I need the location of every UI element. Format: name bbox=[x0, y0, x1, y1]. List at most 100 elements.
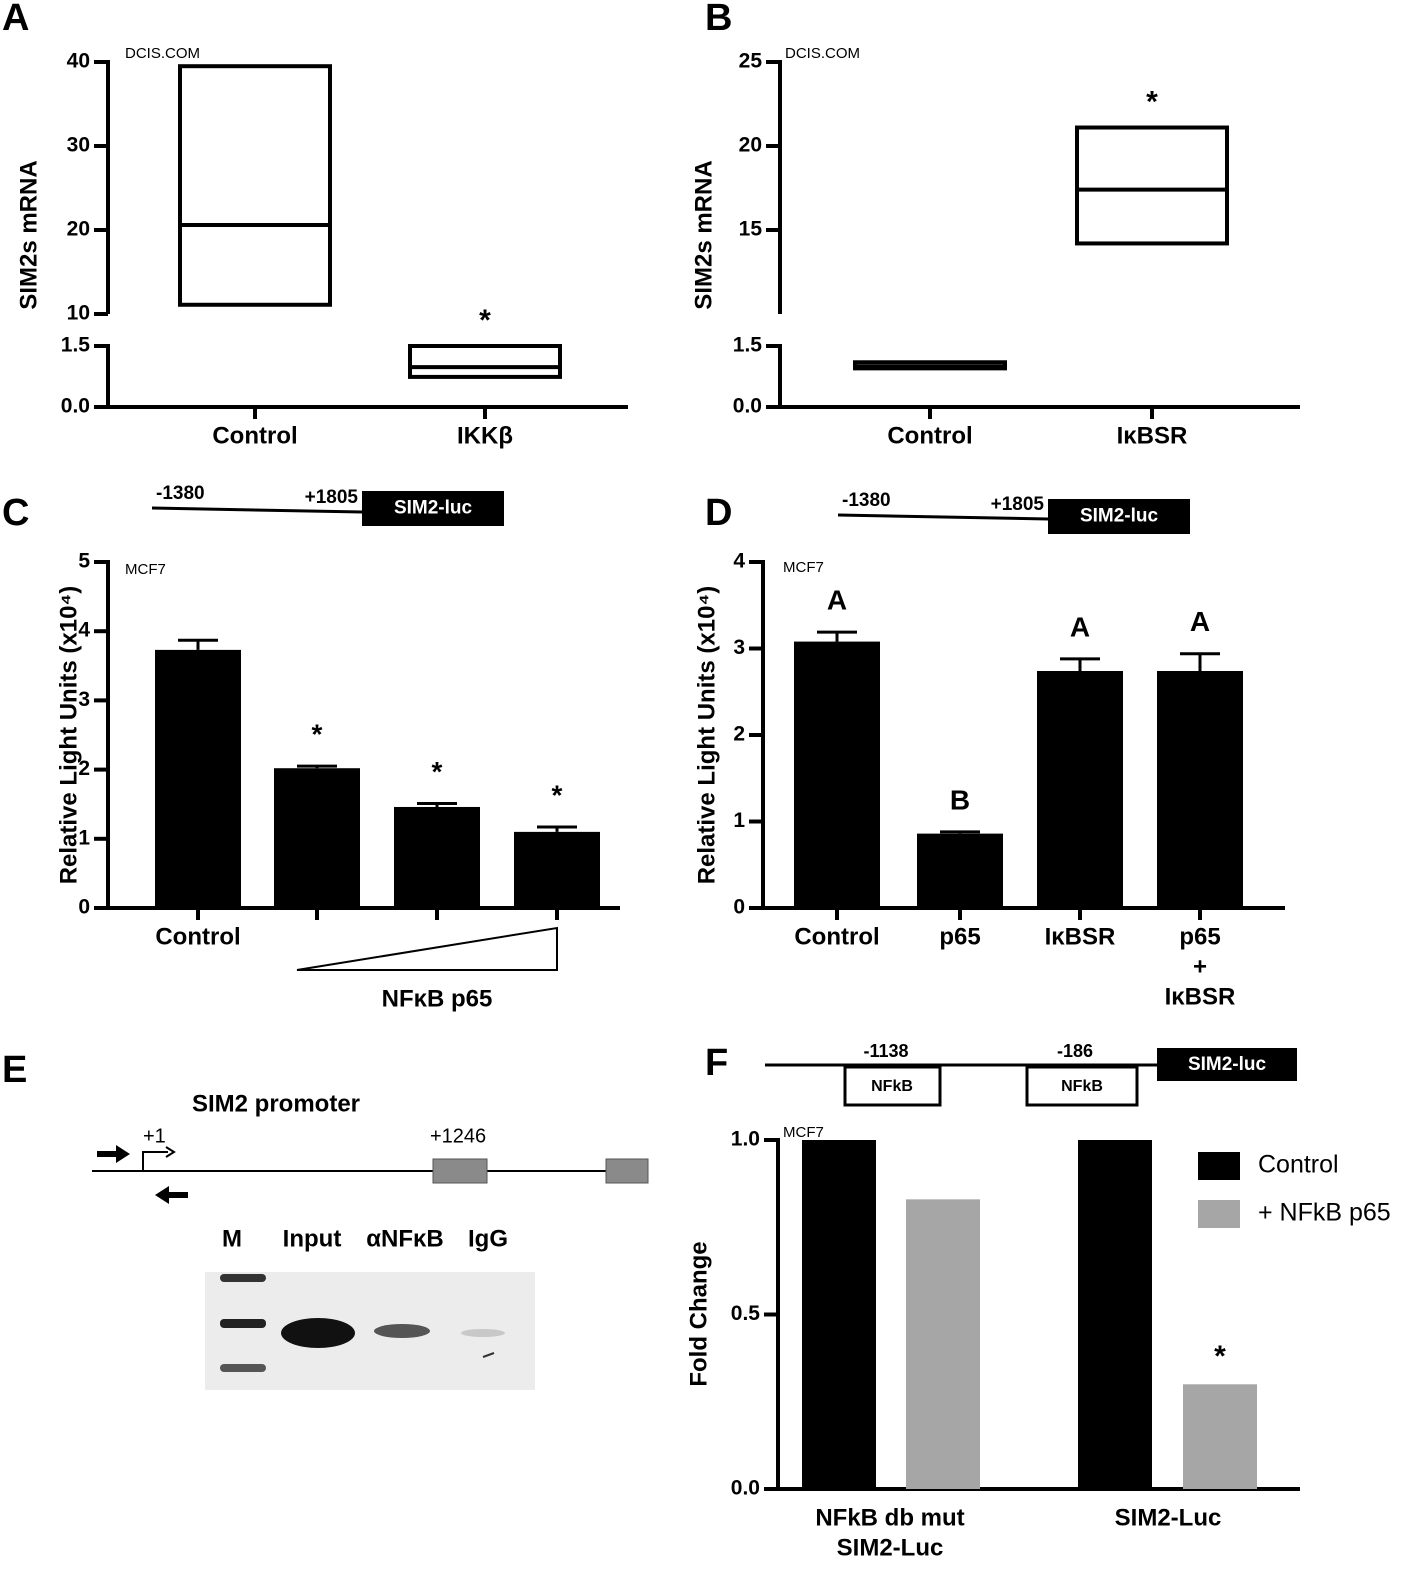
panel: D MCF7 Relative Light Units (x10⁴) 0 1 2 3 4 -13… bbox=[693, 490, 1285, 1010]
y-tick-label: 20 bbox=[67, 218, 90, 241]
reporter-box bbox=[1157, 1048, 1297, 1081]
x-tick-label: Control bbox=[794, 923, 879, 950]
site-position: -186 bbox=[1057, 1041, 1093, 1061]
panel: F MCF7 Fold Change 0.0 0.5 1.0 NFkB -1138 NFkB -1… bbox=[685, 1041, 1390, 1562]
y-axis-label: Fold Change bbox=[685, 1241, 712, 1386]
panel: B DCIS.COM SIM2s mRNA 0.0 1.5 15 20 25 Control * I… bbox=[690, 0, 1300, 449]
y-tick-label: 4 bbox=[78, 619, 90, 642]
source-label: MCF7 bbox=[783, 559, 824, 576]
significance: B bbox=[950, 784, 970, 815]
source-label: MCF7 bbox=[125, 561, 166, 578]
legend-swatch bbox=[1198, 1200, 1240, 1228]
legend-label: + NFkB p65 bbox=[1258, 1199, 1391, 1227]
y-axis-label: Relative Light Units (x10⁴) bbox=[55, 586, 82, 885]
y-tick-label: 2 bbox=[733, 723, 745, 746]
dose-triangle bbox=[296, 926, 558, 971]
legend-label: Control bbox=[1258, 1151, 1339, 1179]
y-tick-label: 40 bbox=[67, 50, 90, 73]
y-tick-label: 1.5 bbox=[733, 334, 763, 357]
x-tick-label: IκBSR bbox=[1045, 923, 1116, 950]
ladder-band bbox=[220, 1319, 266, 1328]
panel-letter: C bbox=[2, 492, 29, 534]
lane-label: Input bbox=[283, 1225, 342, 1252]
reporter-label: SIM2-luc bbox=[1080, 506, 1159, 527]
primer-arrow bbox=[155, 1186, 188, 1204]
y-tick-label: 1 bbox=[733, 809, 745, 832]
lane-label: IgG bbox=[468, 1225, 508, 1252]
site-label: NFkB bbox=[1061, 1078, 1103, 1095]
construct-end: +1805 bbox=[305, 487, 359, 508]
y-tick-label: 2 bbox=[78, 757, 90, 780]
group-label: NFκB p65 bbox=[382, 985, 493, 1012]
significance: A bbox=[1190, 606, 1210, 637]
bar bbox=[794, 641, 880, 908]
bar bbox=[917, 833, 1003, 908]
y-tick-label: 0.5 bbox=[731, 1302, 761, 1325]
gel-band bbox=[281, 1318, 355, 1348]
tss-arrow bbox=[142, 1151, 168, 1171]
y-tick-label: 15 bbox=[739, 218, 763, 241]
construct-end: +1805 bbox=[991, 494, 1045, 515]
gel-speck bbox=[482, 1352, 495, 1358]
x-tick-label: Control bbox=[212, 422, 297, 449]
y-tick-label: 30 bbox=[67, 134, 90, 157]
significance: A bbox=[1070, 611, 1090, 642]
lane-label: M bbox=[222, 1225, 242, 1252]
x-tick-label: + bbox=[1193, 953, 1207, 980]
x-tick-label: p65 bbox=[939, 923, 980, 950]
y-tick-label: 0.0 bbox=[731, 1477, 760, 1500]
y-tick-label: 1.0 bbox=[731, 1128, 760, 1151]
bar bbox=[1078, 1140, 1152, 1489]
source-label: DCIS.COM bbox=[125, 45, 200, 62]
panel-e: E SIM2 promoter +1 +1246 M Input αNFκB I… bbox=[2, 1049, 649, 1390]
significance: * bbox=[1214, 1340, 1226, 1373]
x-tick-label: IκBSR bbox=[1117, 422, 1188, 449]
significance: * bbox=[552, 779, 563, 810]
y-tick-label: 3 bbox=[78, 688, 90, 711]
bar bbox=[906, 1199, 980, 1489]
y-axis-label: SIM2s mRNA bbox=[15, 160, 42, 309]
bar bbox=[1037, 670, 1123, 908]
y-tick-label: 3 bbox=[733, 636, 745, 659]
source-label: DCIS.COM bbox=[785, 45, 860, 62]
site-position: -1138 bbox=[863, 1041, 908, 1061]
y-axis-label: Relative Light Units (x10⁴) bbox=[693, 586, 720, 885]
exon bbox=[432, 1158, 488, 1184]
ladder-band bbox=[220, 1274, 266, 1282]
y-tick-label: 0 bbox=[78, 896, 90, 919]
panel: A DCIS.COM SIM2s mRNA 0.0 1.5 10 20 30 40 Control… bbox=[2, 0, 628, 449]
y-tick-label: 0.0 bbox=[61, 395, 90, 418]
bar bbox=[514, 831, 600, 908]
panel-letter: F bbox=[705, 1042, 728, 1084]
gel-band bbox=[461, 1329, 505, 1337]
position-label: +1 bbox=[143, 1125, 166, 1147]
panel-letter: B bbox=[705, 0, 732, 39]
y-tick-label: 5 bbox=[78, 550, 90, 573]
bar bbox=[394, 806, 480, 908]
significance: * bbox=[1146, 85, 1158, 118]
significance: * bbox=[432, 756, 443, 787]
bar bbox=[802, 1140, 876, 1489]
y-tick-label: 1.5 bbox=[61, 334, 91, 357]
reporter-box bbox=[362, 491, 504, 526]
reporter-label: SIM2-luc bbox=[1188, 1054, 1267, 1075]
x-tick-label: SIM2-Luc bbox=[837, 1534, 944, 1561]
panel: C MCF7 Relative Light Units (x10⁴) 0 1 2 3 4 5 -1… bbox=[2, 483, 620, 1012]
x-tick-label: Control bbox=[887, 422, 972, 449]
construct-start: -1380 bbox=[842, 490, 891, 511]
site-label: NFkB bbox=[871, 1078, 913, 1095]
significance: A bbox=[827, 584, 847, 615]
significance: * bbox=[312, 719, 323, 750]
site-box bbox=[843, 1065, 942, 1107]
bar bbox=[155, 649, 241, 908]
gel-band bbox=[374, 1324, 430, 1338]
x-tick-label: NFkB db mut bbox=[815, 1504, 964, 1531]
exon bbox=[605, 1158, 649, 1184]
reporter-label: SIM2-luc bbox=[394, 498, 473, 519]
x-tick-label: Control bbox=[155, 923, 240, 950]
y-tick-label: 25 bbox=[739, 50, 763, 73]
bar bbox=[1157, 670, 1243, 908]
y-tick-label: 0 bbox=[733, 896, 745, 919]
panel-letter: E bbox=[2, 1049, 27, 1091]
